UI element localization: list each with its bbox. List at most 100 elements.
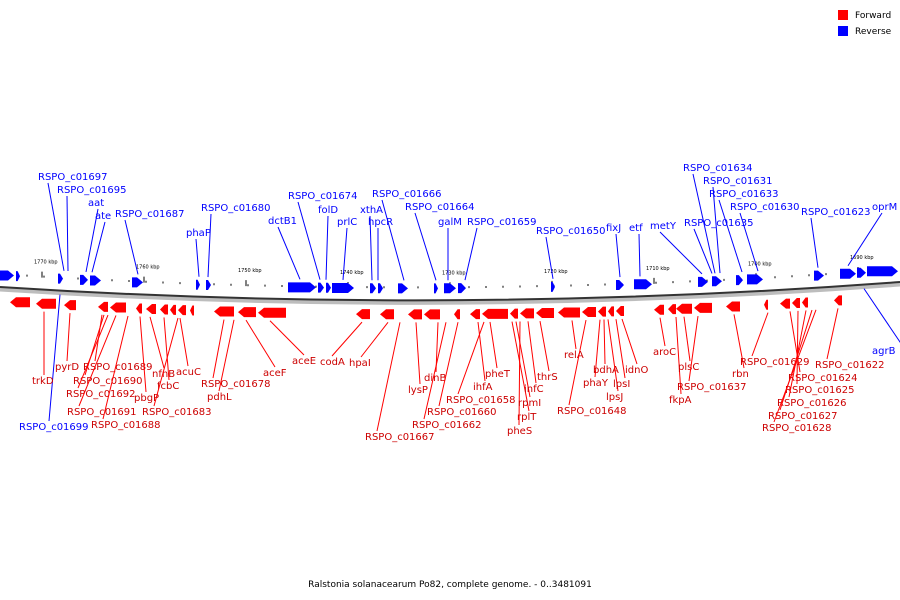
- gene-arrow: [288, 282, 316, 293]
- gene-label: oprM: [872, 202, 897, 213]
- gene-label: hpaI: [349, 358, 371, 369]
- gene-leader-line: [360, 321, 389, 358]
- gene-arrow: [408, 309, 422, 320]
- gene-arrow: [482, 308, 508, 319]
- gene-label: lpsI: [613, 379, 630, 390]
- gene-label: RSPO_c01633: [709, 189, 779, 200]
- gene-leader-line: [149, 316, 165, 369]
- gene-arrow: [616, 306, 624, 317]
- gene-arrow: [146, 303, 156, 314]
- gene-label: RSPO_c01631: [703, 176, 773, 187]
- gene-label: RSPO_c01664: [405, 202, 475, 213]
- gene-arrow: [712, 276, 722, 287]
- gene-arrow: [98, 301, 108, 312]
- gene-label: RSPO_c01650: [536, 226, 606, 237]
- gene-leader-line: [153, 317, 179, 407]
- gene-leader-line: [688, 316, 699, 382]
- gene-label: lysP: [408, 385, 428, 396]
- gene-label: RSPO_c01626: [777, 398, 847, 409]
- gene-arrow: [551, 281, 555, 292]
- gene-leader-line: [84, 314, 105, 376]
- gene-arrow: [258, 307, 286, 318]
- scale-tick-label: 1740 kbp: [340, 270, 364, 276]
- gene-arrow: [634, 279, 652, 290]
- gene-leader-line: [102, 315, 129, 420]
- gene-leader-line: [796, 310, 799, 385]
- gene-arrow: [10, 297, 30, 308]
- gene-leader-line: [415, 322, 421, 385]
- scale-ticks: 1770 kbp 1760 kbp 1750 kbp 1740 kbp 1730 kbp…: [9, 255, 895, 289]
- gene-leader-line: [489, 321, 498, 369]
- gene-label: RSPO_c01658: [446, 395, 516, 406]
- gene-arrow: [0, 270, 14, 281]
- gene-label: fcbC: [157, 381, 179, 392]
- gene-leader-line: [438, 322, 459, 407]
- gene-label: RSPO_c01691: [67, 407, 137, 418]
- gene-arrow: [136, 303, 142, 314]
- gene-arrow: [64, 300, 76, 311]
- gene-leader-line: [638, 233, 641, 277]
- gene-arrow: [434, 283, 438, 294]
- gene-label: RSPO_c01674: [288, 191, 358, 202]
- gene-label: RSPO_c01683: [142, 407, 212, 418]
- gene-arrow: [90, 275, 101, 286]
- gene-label: etf: [629, 223, 643, 234]
- gene-leader-line: [675, 316, 682, 395]
- gene-leader-line: [423, 322, 447, 420]
- gene-leader-line: [683, 316, 691, 362]
- gene-label: RSPO_c01634: [683, 163, 753, 174]
- gene-leader-line: [269, 320, 305, 356]
- gene-label: RSPO_c01628: [762, 423, 832, 434]
- gene-arrow: [802, 297, 808, 308]
- gene-label: thrS: [537, 372, 558, 383]
- gene-label: codA: [320, 357, 345, 368]
- gene-label: fixJ: [606, 223, 621, 234]
- gene-arrow: [238, 307, 256, 318]
- gene-label: RSPO_c01699: [19, 422, 89, 433]
- gene-leader-line: [539, 321, 550, 372]
- gene-label: aceE: [292, 356, 316, 367]
- gene-arrow: [16, 271, 20, 282]
- gene-label: relA: [564, 350, 584, 361]
- gene-label: agrB: [872, 346, 896, 357]
- gene-label: aceF: [263, 368, 287, 379]
- gene-label: RSPO_c01625: [785, 385, 855, 396]
- gene-leader-line: [325, 215, 329, 280]
- scale-tick-label: 1760 kbp: [136, 265, 160, 271]
- gene-label: RSPO_c01697: [38, 172, 108, 183]
- gene-label: acuC: [176, 367, 201, 378]
- gene-label: ate: [95, 211, 111, 222]
- gene-arrow: [764, 299, 768, 310]
- gene-arrow: [458, 283, 466, 294]
- gene-label: galM: [438, 217, 462, 228]
- gene-label: RSPO_c01659: [467, 217, 537, 228]
- legend-forward-label: Forward: [855, 11, 891, 21]
- gene-leader-line: [163, 317, 170, 381]
- gene-arrow: [356, 309, 370, 320]
- gene-label: aat: [88, 198, 104, 209]
- gene-leader-line: [568, 319, 587, 406]
- gene-arrow: [598, 306, 606, 317]
- gene-leader-line: [621, 318, 638, 365]
- gene-leader-line: [515, 321, 531, 398]
- gene-leader-line: [207, 213, 212, 278]
- gene-leader-line: [457, 321, 485, 395]
- gene-label: infC: [524, 384, 544, 395]
- genome-caption: Ralstonia solanacearum Po82, complete ge…: [308, 580, 592, 590]
- gene-label: RSPO_c01692: [66, 389, 136, 400]
- gene-leader-line: [692, 173, 716, 274]
- gene-arrow: [398, 283, 408, 294]
- gene-arrow: [378, 283, 383, 294]
- genome-backbone-shadow: [0, 281, 900, 305]
- gene-label: RSPO_c01630: [730, 202, 800, 213]
- forward-genes: [10, 295, 842, 320]
- gene-leader-line: [789, 311, 801, 373]
- gene-arrow: [698, 276, 708, 287]
- gene-label: prlC: [337, 217, 357, 228]
- gene-label: trkD: [32, 376, 54, 387]
- gene-label: RSPO_c01689: [83, 362, 153, 373]
- legend-forward-swatch: [838, 10, 848, 20]
- gene-label: rbn: [732, 369, 749, 380]
